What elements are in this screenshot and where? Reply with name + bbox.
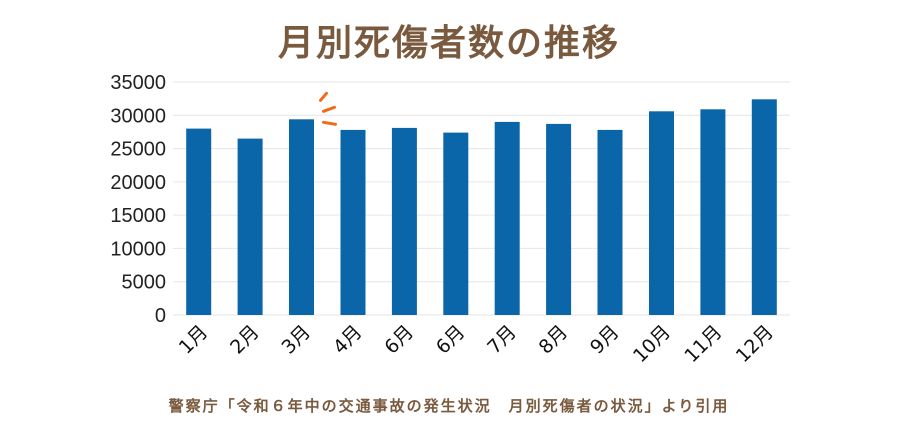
y-tick-label: 5000 (122, 272, 167, 294)
bar (649, 111, 674, 315)
x-tick-label: 1月 (175, 321, 213, 359)
x-tick-label: 12月 (732, 321, 778, 367)
y-tick-label: 30000 (110, 105, 166, 127)
x-tick-label: 2月 (226, 321, 264, 359)
y-axis-tick-labels: 0 5000 10000 15000 20000 25000 30000 35000 (110, 72, 166, 327)
bar (546, 123, 572, 316)
y-tick-label: 15000 (110, 205, 166, 227)
x-tick-label: 8月 (535, 321, 573, 359)
x-tick-label: 3月 (277, 321, 315, 359)
bar (700, 109, 726, 315)
y-tick-label: 0 (155, 305, 166, 327)
y-tick-label: 25000 (110, 139, 166, 161)
bar (186, 128, 212, 315)
source-note: 警察庁「令和６年中の交通事故の発生状況 月別死傷者の状況」より引用 (168, 397, 730, 415)
x-tick-label: 9月 (586, 321, 624, 359)
x-tick-label: 10月 (629, 321, 675, 367)
accent-stroke (322, 105, 336, 113)
bar (391, 127, 417, 316)
bar (443, 132, 469, 315)
y-tick-label: 35000 (110, 72, 166, 94)
accent-stroke (322, 120, 337, 126)
x-tick-label: 4月 (329, 321, 367, 359)
gridlines (173, 81, 790, 316)
x-tick-label: 7月 (483, 321, 521, 359)
bar (751, 99, 777, 315)
x-axis-tick-labels: 1月 2月 3月 4月 6月 6月 7月 8月 9月 10月 11月 12月 (175, 321, 778, 367)
bar (494, 121, 520, 316)
accent-stroke (319, 91, 328, 102)
bar (340, 129, 366, 315)
y-tick-label: 10000 (110, 238, 166, 260)
x-tick-label: 6月 (432, 321, 470, 359)
bar (237, 138, 263, 315)
y-tick-label: 20000 (110, 172, 166, 194)
bar (597, 129, 623, 315)
chart-title: 月別死傷者数の推移 (277, 23, 620, 64)
x-tick-label: 11月 (680, 321, 726, 367)
bar (289, 119, 314, 315)
bars (186, 99, 777, 316)
x-tick-label: 6月 (380, 321, 418, 359)
highlight-accent-marks (319, 91, 337, 126)
